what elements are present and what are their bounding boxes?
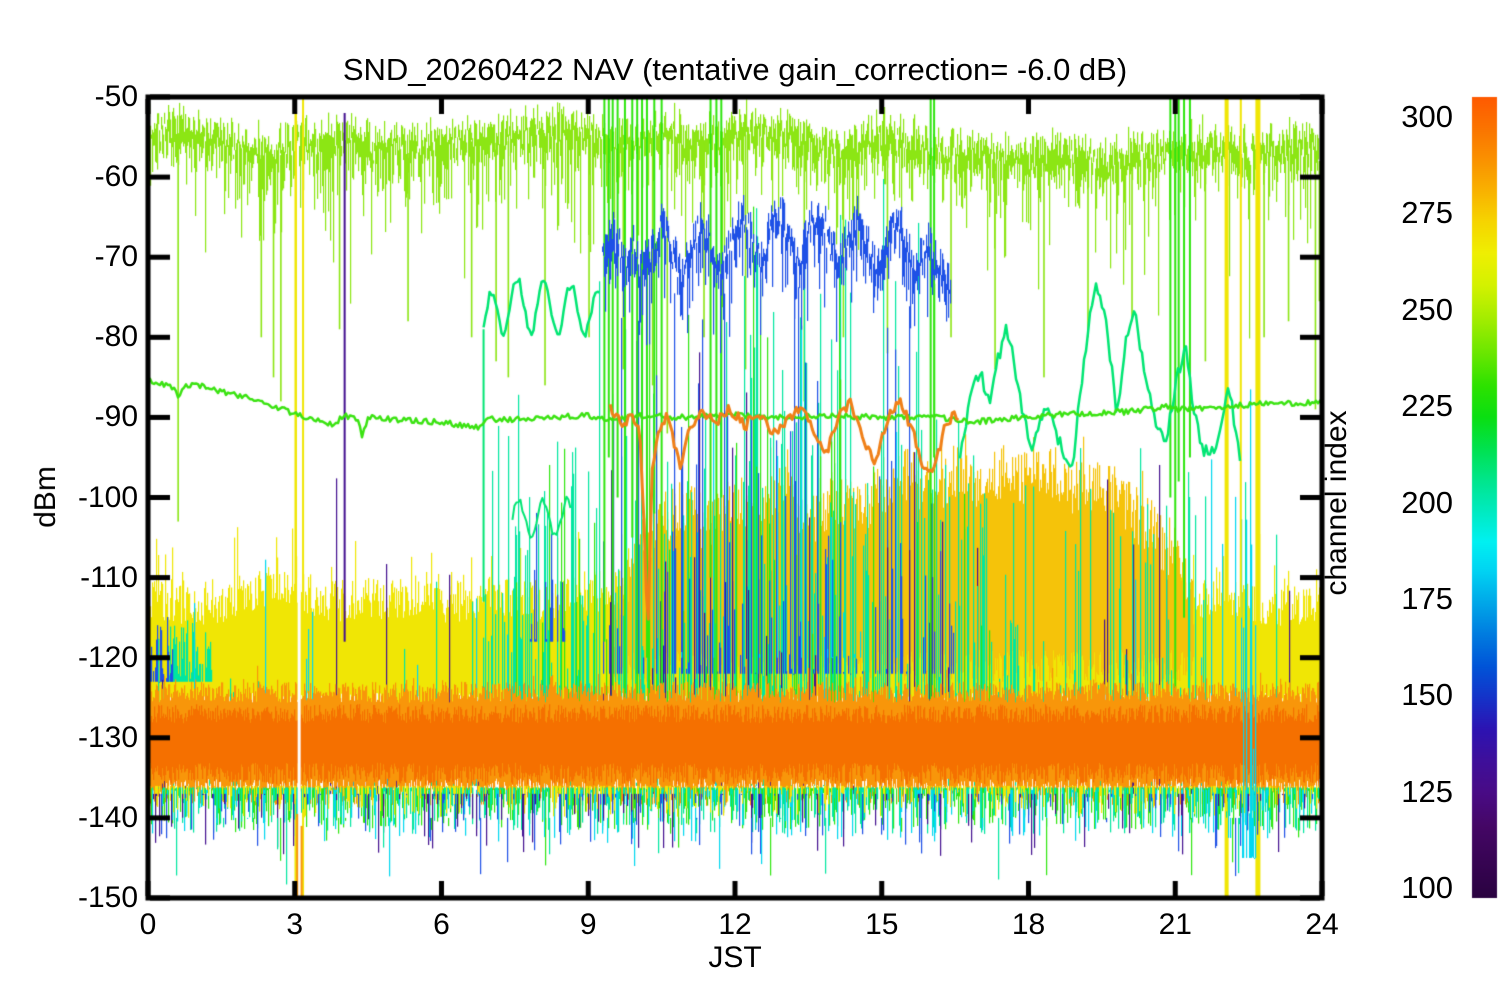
x-tick-label: 24 [1305,908,1339,941]
y-tick-label: -110 [80,560,138,594]
colorbar-tick-label: 200 [1401,484,1453,520]
x-axis-label: JST [708,941,762,974]
x-tick-label: 9 [579,908,597,941]
x-tick-label: 15 [865,908,899,941]
colorbar-tick-label: 175 [1401,580,1453,616]
y-tick-label: -80 [94,320,138,354]
x-tick-label: 21 [1158,908,1192,941]
plot-title: SND_20260422 NAV (tentative gain_correct… [342,52,1128,87]
y-tick-label: -150 [77,881,138,914]
colorbar-tick-label: 275 [1401,195,1453,231]
colorbar-tick-label: 150 [1401,677,1453,713]
y-tick-label: -70 [94,240,138,274]
y-tick-label: -130 [77,720,138,754]
y-tick-label: -50 [94,80,138,113]
x-tick-label: 18 [1011,908,1046,941]
colorbar-label: channel index [1320,410,1353,596]
y-tick-label: -90 [94,400,138,434]
colorbar-tick-label: 125 [1401,773,1453,809]
colorbar-tick-label: 225 [1401,388,1453,424]
x-tick-label: 12 [718,908,752,941]
x-tick-label: 0 [139,908,157,941]
y-tick-label: -120 [77,640,138,674]
y-tick-label: -140 [77,800,138,834]
x-tick-label: 3 [286,908,304,941]
colorbar-tick-label: 250 [1401,291,1453,327]
y-tick-label: -60 [94,160,138,194]
x-tick-label: 6 [433,908,450,941]
y-tick-label: -100 [77,480,138,514]
colorbar-tick-label: 100 [1401,870,1453,905]
colorbar-tick-label: 300 [1401,99,1453,134]
